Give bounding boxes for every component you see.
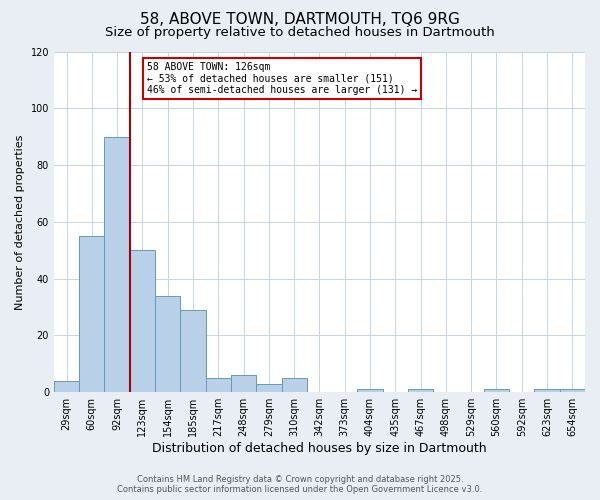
- Bar: [79, 236, 104, 392]
- Bar: [535, 390, 560, 392]
- Bar: [408, 390, 433, 392]
- Text: 58 ABOVE TOWN: 126sqm
← 53% of detached houses are smaller (151)
46% of semi-det: 58 ABOVE TOWN: 126sqm ← 53% of detached …: [147, 62, 417, 95]
- Bar: [281, 378, 307, 392]
- Bar: [560, 390, 585, 392]
- Bar: [130, 250, 155, 392]
- Bar: [484, 390, 509, 392]
- Bar: [104, 136, 130, 392]
- Y-axis label: Number of detached properties: Number of detached properties: [15, 134, 25, 310]
- Bar: [206, 378, 231, 392]
- Text: Contains HM Land Registry data © Crown copyright and database right 2025.
Contai: Contains HM Land Registry data © Crown c…: [118, 474, 482, 494]
- Bar: [155, 296, 181, 392]
- Text: Size of property relative to detached houses in Dartmouth: Size of property relative to detached ho…: [105, 26, 495, 39]
- Bar: [181, 310, 206, 392]
- X-axis label: Distribution of detached houses by size in Dartmouth: Distribution of detached houses by size …: [152, 442, 487, 455]
- Bar: [231, 375, 256, 392]
- Bar: [54, 381, 79, 392]
- Bar: [256, 384, 281, 392]
- Bar: [358, 390, 383, 392]
- Text: 58, ABOVE TOWN, DARTMOUTH, TQ6 9RG: 58, ABOVE TOWN, DARTMOUTH, TQ6 9RG: [140, 12, 460, 28]
